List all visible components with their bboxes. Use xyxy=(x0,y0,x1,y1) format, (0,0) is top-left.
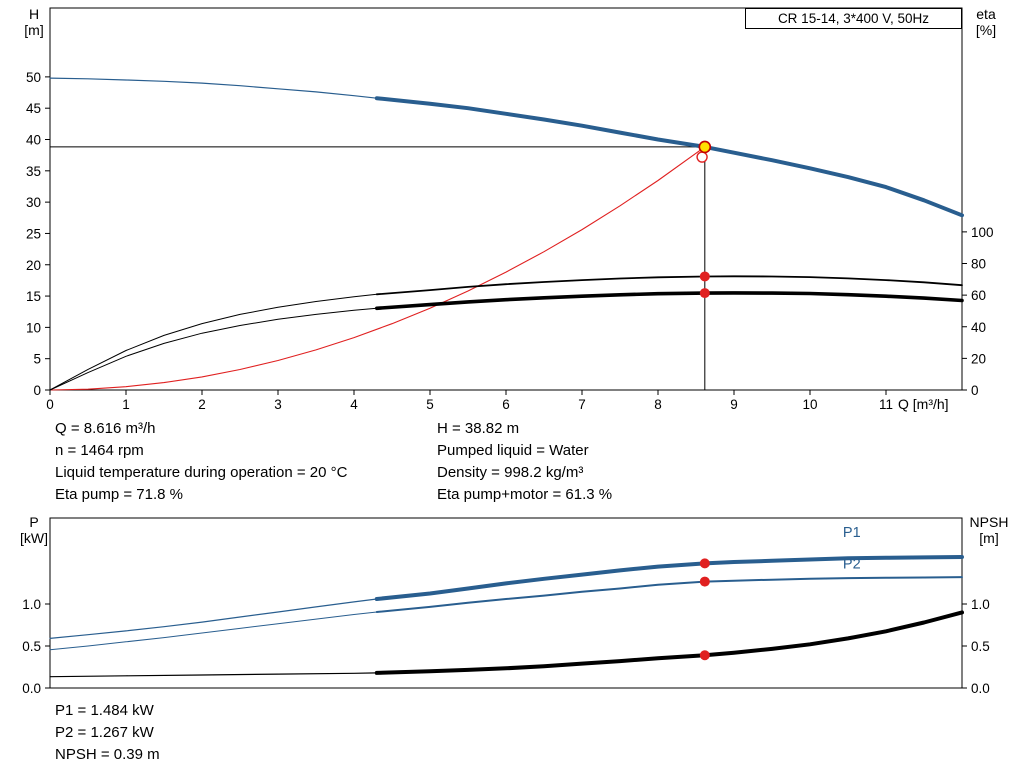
liquid-temp-readout: Liquid temperature during operation = 20… xyxy=(55,464,348,481)
tick-label: 0 xyxy=(46,397,54,412)
top-plot-frame xyxy=(49,7,963,391)
tick-label: 7 xyxy=(578,397,586,412)
tick-label: 30 xyxy=(26,195,41,210)
tick-label: 25 xyxy=(26,226,41,241)
tick-label: 11 xyxy=(879,397,893,412)
npsh-axis-unit: [m] xyxy=(979,530,999,546)
tick-label: 4 xyxy=(350,397,358,412)
tick-label: 9 xyxy=(730,397,738,412)
p1-dot xyxy=(699,558,710,569)
tick-label: 20 xyxy=(26,258,41,273)
p2-curve-label: P2 xyxy=(843,557,861,573)
q-readout: Q = 8.616 m³/h xyxy=(55,420,156,437)
density-readout: Density = 998.2 kg/m³ xyxy=(437,464,584,481)
tick-label: 15 xyxy=(26,289,41,304)
tick-label: 35 xyxy=(26,164,41,179)
eta-pump-readout: Eta pump = 71.8 % xyxy=(55,486,183,503)
tick-label: 80 xyxy=(971,257,986,272)
tick-label: 100 xyxy=(971,225,994,240)
p2-readout: P2 = 1.267 kW xyxy=(55,724,154,741)
p1-curve xyxy=(374,555,964,601)
tick-label: 60 xyxy=(971,288,986,303)
eta-pump-motor-curve xyxy=(375,291,964,311)
h-readout: H = 38.82 m xyxy=(437,420,520,437)
p-axis-unit: [kW] xyxy=(20,530,48,546)
tick-label: 20 xyxy=(971,351,986,366)
p-axis-label: P [kW] xyxy=(14,514,54,546)
p2-dot xyxy=(699,576,710,587)
tick-label: 0.0 xyxy=(971,681,990,696)
eta-axis-unit: [%] xyxy=(975,22,997,38)
tick-label: 10 xyxy=(26,320,41,335)
pump-title: CR 15-14, 3*400 V, 50Hz xyxy=(777,11,930,26)
tick-label: 5 xyxy=(426,397,434,412)
bottom-plot-frame xyxy=(49,517,963,689)
h-axis-label: H [m] xyxy=(16,6,52,38)
tick-label: 2 xyxy=(198,397,206,412)
p1-curve-label: P1 xyxy=(843,525,861,541)
eta-pump-motor-dot xyxy=(699,288,710,299)
npsh-curve-thin-segment xyxy=(49,672,378,678)
npsh-axis-symbol: NPSH xyxy=(969,514,1009,530)
tick-label: 50 xyxy=(26,70,41,85)
npsh-dot xyxy=(699,650,710,661)
npsh-readout: NPSH = 0.39 m xyxy=(55,746,160,763)
tick-label: 1 xyxy=(122,397,130,412)
requested-duty-marker xyxy=(696,151,708,163)
pumped-liquid-readout: Pumped liquid = Water xyxy=(437,442,589,459)
tick-label: 6 xyxy=(502,397,510,412)
tick-label: 45 xyxy=(26,101,41,116)
tick-label: 0.5 xyxy=(971,639,990,654)
npsh-axis-label: NPSH [m] xyxy=(960,514,1018,546)
tick-label: 10 xyxy=(802,397,817,412)
eta-pump-motor-curve-thin-segment xyxy=(49,307,378,391)
duty-info-left: Q = 8.616 m³/h n = 1464 rpm Liquid tempe… xyxy=(55,418,347,506)
tick-label: 40 xyxy=(26,133,41,148)
tick-label: 0.0 xyxy=(22,681,41,696)
system-curve xyxy=(49,146,706,391)
p1-curve-thin-segment xyxy=(49,598,378,639)
eta-pump-curve-thin-segment xyxy=(49,293,378,391)
h-axis-unit: [m] xyxy=(24,22,44,38)
eta-axis-symbol: eta xyxy=(976,6,996,22)
npsh-curve xyxy=(374,610,964,675)
tick-label: 1.0 xyxy=(971,597,990,612)
tick-label: 0 xyxy=(33,383,41,398)
h-axis-symbol: H xyxy=(28,6,40,22)
tick-label: 1.0 xyxy=(22,597,41,612)
tick-label: 5 xyxy=(33,352,41,367)
speed-readout: n = 1464 rpm xyxy=(55,442,144,459)
eta-pump-motor-readout: Eta pump+motor = 61.3 % xyxy=(437,486,613,503)
tick-label: 0.5 xyxy=(22,639,41,654)
eta-pump-dot xyxy=(699,271,710,282)
pump-title-box: CR 15-14, 3*400 V, 50Hz xyxy=(745,8,962,29)
duty-point-marker[interactable] xyxy=(698,140,712,154)
power-info: P1 = 1.484 kW P2 = 1.267 kW NPSH = 0.39 … xyxy=(55,700,160,766)
p-axis-symbol: P xyxy=(29,514,39,530)
eta-pump-curve xyxy=(375,275,963,296)
qh-curve xyxy=(374,96,964,218)
tick-label: 0 xyxy=(971,383,979,398)
duty-info-right: H = 38.82 m Pumped liquid = Water Densit… xyxy=(437,418,612,506)
p2-curve-thin-segment xyxy=(49,611,378,651)
qh-curve-thin-segment xyxy=(49,77,378,99)
tick-label: 8 xyxy=(654,397,662,412)
eta-axis-label: eta [%] xyxy=(964,6,1008,38)
q-axis-label: Q [m³/h] xyxy=(898,396,949,412)
tick-label: 40 xyxy=(971,320,986,335)
tick-label: 3 xyxy=(274,397,282,412)
p1-readout: P1 = 1.484 kW xyxy=(55,702,154,719)
p2-curve xyxy=(375,576,963,613)
